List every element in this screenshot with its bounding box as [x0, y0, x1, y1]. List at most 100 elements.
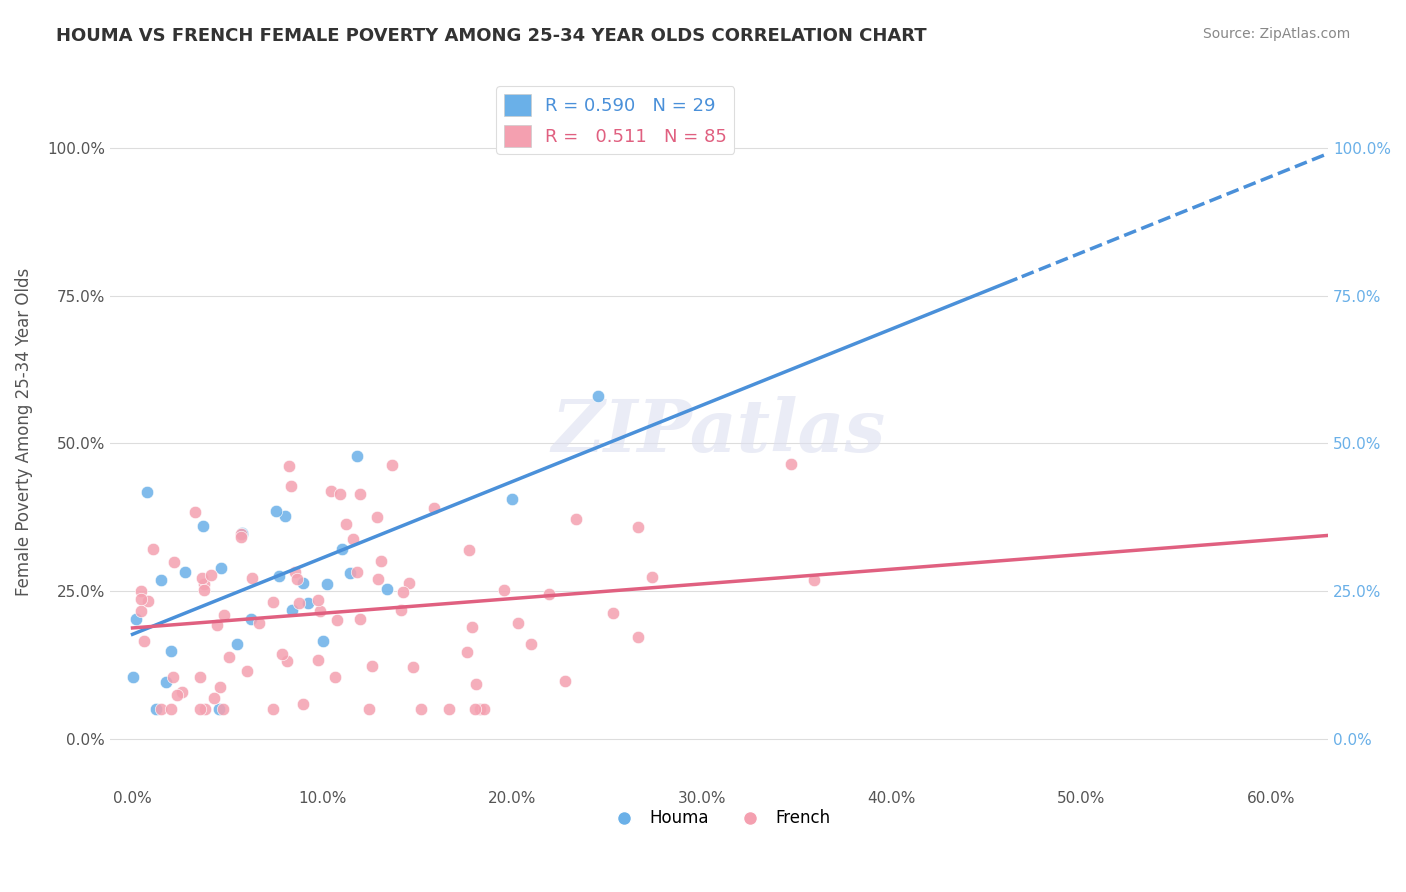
Point: [200, 568, 222, 582]
Point: [506, 616, 529, 631]
Point: [392, 584, 415, 599]
Point: [346, 566, 368, 580]
Point: [212, 702, 235, 716]
Point: [288, 596, 311, 610]
Point: [315, 576, 337, 591]
Point: [323, 670, 346, 684]
Point: [276, 654, 298, 668]
Point: [423, 501, 446, 516]
Point: [163, 555, 186, 569]
Point: [132, 634, 155, 648]
Point: [326, 613, 349, 627]
Point: [145, 702, 167, 716]
Point: [342, 533, 364, 547]
Point: [389, 603, 412, 617]
Legend: Houma, French: Houma, French: [600, 803, 837, 834]
Point: [519, 637, 541, 651]
Point: [160, 644, 183, 658]
Point: [565, 512, 588, 526]
Point: [205, 618, 228, 632]
Point: [359, 702, 381, 716]
Point: [349, 612, 371, 626]
Point: [149, 573, 172, 587]
Point: [226, 637, 249, 651]
Point: [231, 525, 253, 540]
Point: [411, 702, 433, 716]
Point: [309, 604, 332, 618]
Point: [284, 566, 307, 580]
Point: [129, 591, 152, 606]
Point: [193, 577, 215, 591]
Point: [138, 593, 160, 607]
Point: [240, 571, 263, 585]
Point: [129, 584, 152, 599]
Point: [370, 554, 392, 568]
Point: [274, 508, 297, 523]
Point: [602, 606, 624, 620]
Point: [465, 677, 488, 691]
Y-axis label: Female Poverty Among 25-34 Year Olds: Female Poverty Among 25-34 Year Olds: [15, 268, 32, 596]
Point: [155, 674, 177, 689]
Point: [174, 566, 197, 580]
Point: [231, 527, 253, 541]
Point: [627, 520, 650, 534]
Point: [188, 702, 211, 716]
Point: [461, 619, 484, 633]
Point: [472, 702, 495, 716]
Point: [125, 612, 148, 626]
Point: [312, 634, 335, 648]
Point: [439, 702, 461, 716]
Point: [247, 615, 270, 630]
Point: [501, 491, 523, 506]
Point: [307, 653, 329, 667]
Text: Source: ZipAtlas.com: Source: ZipAtlas.com: [1202, 27, 1350, 41]
Point: [285, 572, 308, 586]
Point: [329, 487, 352, 501]
Point: [266, 503, 288, 517]
Point: [464, 702, 486, 716]
Point: [262, 594, 284, 608]
Point: [135, 484, 157, 499]
Point: [803, 573, 825, 587]
Point: [456, 645, 478, 659]
Point: [492, 582, 515, 597]
Point: [170, 684, 193, 698]
Point: [236, 664, 259, 678]
Point: [335, 516, 357, 531]
Point: [208, 680, 231, 694]
Point: [270, 648, 292, 662]
Point: [339, 566, 361, 581]
Point: [160, 702, 183, 716]
Point: [292, 697, 315, 711]
Point: [209, 561, 232, 575]
Text: HOUMA VS FRENCH FEMALE POVERTY AMONG 25-34 YEAR OLDS CORRELATION CHART: HOUMA VS FRENCH FEMALE POVERTY AMONG 25-…: [56, 27, 927, 45]
Point: [367, 572, 389, 586]
Point: [586, 389, 609, 403]
Point: [780, 457, 803, 471]
Point: [278, 458, 301, 473]
Point: [361, 658, 384, 673]
Point: [231, 530, 253, 544]
Point: [349, 487, 371, 501]
Point: [366, 509, 388, 524]
Point: [297, 596, 319, 610]
Point: [321, 483, 343, 498]
Point: [229, 526, 252, 541]
Point: [141, 542, 163, 557]
Point: [375, 582, 398, 597]
Point: [129, 604, 152, 618]
Point: [267, 569, 290, 583]
Point: [194, 702, 217, 716]
Point: [190, 670, 212, 684]
Point: [122, 670, 145, 684]
Point: [330, 541, 353, 556]
Point: [193, 583, 215, 598]
Point: [191, 571, 214, 585]
Point: [208, 702, 231, 716]
Point: [398, 576, 420, 591]
Point: [149, 702, 172, 716]
Point: [307, 593, 329, 607]
Text: ZIPatlas: ZIPatlas: [553, 396, 886, 467]
Point: [346, 449, 368, 463]
Point: [262, 702, 284, 716]
